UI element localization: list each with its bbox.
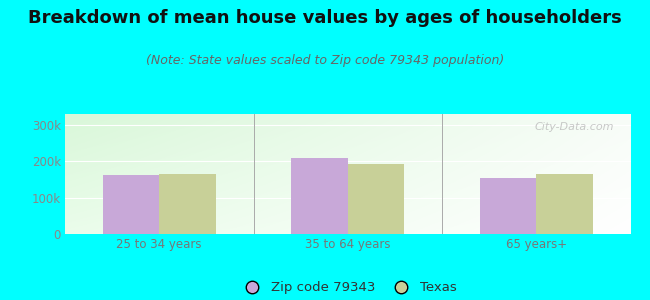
Bar (159, 174, 216, 234)
Bar (103, 175, 159, 234)
Text: Breakdown of mean house values by ages of householders: Breakdown of mean house values by ages o… (28, 9, 622, 27)
Bar (348, 164, 404, 234)
Legend: Zip code 79343, Texas: Zip code 79343, Texas (233, 276, 462, 299)
Text: (Note: State values scaled to Zip code 79343 population): (Note: State values scaled to Zip code 7… (146, 54, 504, 67)
Bar (291, 158, 348, 234)
Bar (536, 174, 593, 234)
Text: City-Data.com: City-Data.com (534, 122, 614, 132)
Bar (480, 178, 536, 234)
